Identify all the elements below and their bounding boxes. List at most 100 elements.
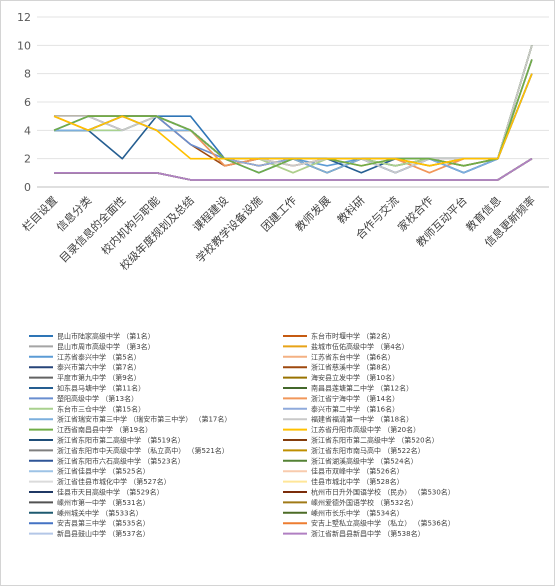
- legend-item: 福建省福清第一中学 （第18名）: [283, 415, 413, 424]
- legend-label: 浙江省慈溪中学 （第8名）: [311, 363, 395, 372]
- legend-label: 东台市三仓中学 （第15名）: [57, 404, 145, 413]
- y-tick-label: 2: [24, 153, 31, 166]
- series-line: [54, 158, 533, 181]
- legend-item: 佳县市双峰中学 （第526名）: [283, 467, 404, 476]
- legend-item: 江苏省泰兴中学 （第5名）: [29, 352, 141, 361]
- legend-label: 江苏省东台中学 （第6名）: [311, 352, 395, 361]
- series-line: [54, 158, 533, 181]
- y-tick-label: 4: [24, 124, 31, 137]
- legend-item: 浙江省佳县中学 （第525名）: [29, 467, 150, 476]
- legend-item: 平度市第九中学 （第9名）: [29, 373, 141, 382]
- legend-label: 江苏省丹阳市高级中学 （第20名）: [311, 425, 420, 434]
- legend-label: 新昌县鼓山中学 （第537名）: [57, 529, 150, 538]
- legend-item: 浙江省东阳市第二高级中学 （第520名）: [283, 436, 439, 445]
- series-lines: [53, 45, 533, 181]
- legend-label: 浙江省东阳市六石高级中学 （第523名）: [57, 456, 185, 465]
- legend: 昆山市陆家高级中学 （第1名） 东台市时堰中学 （第2名） 昆山市周市高级中学 （第…: [29, 332, 455, 538]
- series-line: [54, 158, 533, 181]
- series-line: [53, 59, 533, 167]
- legend-item: 浙江省东阳市六石高级中学 （第523名）: [29, 456, 185, 465]
- series-line: [54, 158, 533, 181]
- x-tick-label: 教师发展: [292, 193, 333, 234]
- legend-item: 嵊州市长乐中学 （第534名）: [283, 508, 404, 517]
- legend-label: 如东县马塘中学 （第11名）: [57, 384, 145, 393]
- legend-label: 海安县立发中学 （第10名）: [311, 373, 399, 382]
- legend-item: 安吉县第三中学 （第535名）: [29, 519, 150, 528]
- legend-item: 佳县市天目高级中学 （第529名）: [29, 488, 164, 497]
- gridlines: [37, 16, 549, 188]
- series-line: [54, 73, 533, 167]
- series-line: [54, 73, 533, 167]
- series-line: [54, 158, 533, 181]
- legend-label: 盐城市伍佑高级中学 （第4名）: [311, 342, 409, 351]
- legend-item: 盐城市伍佑高级中学 （第4名）: [283, 342, 409, 351]
- legend-item: 浙江省东阳市第二高级中学 （第519名）: [29, 436, 185, 445]
- legend-label: 安吉上墅私立高级中学 （私立） （第536名）: [311, 519, 455, 528]
- legend-item: 江苏省东台中学 （第6名）: [283, 352, 395, 361]
- series-line: [54, 158, 533, 181]
- legend-item: 安吉上墅私立高级中学 （私立） （第536名）: [283, 519, 455, 528]
- legend-item: 泰兴市第六中学 （第7名）: [29, 363, 141, 372]
- legend-item: 昆山市陆家高级中学 （第1名）: [29, 332, 155, 341]
- legend-label: 浙江省佳县中学 （第525名）: [57, 467, 150, 476]
- y-tick-label: 10: [17, 39, 31, 52]
- series-line: [54, 158, 533, 181]
- legend-item: 海安县立发中学 （第10名）: [283, 373, 399, 382]
- legend-item: 嵊州市第一中学 （第531名）: [29, 498, 150, 507]
- series-line: [54, 158, 533, 181]
- legend-label: 昆山市周市高级中学 （第3名）: [57, 342, 155, 351]
- y-tick-label: 8: [24, 68, 31, 81]
- series-line: [53, 59, 533, 174]
- legend-label: 浙江省瑞安市第三中学 （瑞安市第三中学） （第17名）: [57, 415, 231, 424]
- series-line: [54, 158, 533, 181]
- series-line: [54, 158, 533, 181]
- legend-item: 浙江省慈溪中学 （第8名）: [283, 363, 395, 372]
- y-tick-label: 12: [17, 11, 31, 24]
- legend-item: 浙江省佳县市城化中学 （第527名）: [29, 477, 171, 486]
- x-tick-label: 校内机构与职能: [98, 193, 162, 257]
- y-axis-ticks: 0 2 4 6 8 10 12: [17, 11, 31, 194]
- legend-item: 昆山市周市高级中学 （第3名）: [29, 342, 155, 351]
- legend-item: 浙江省东阳市中天高级中学 （私立高中） （第521名）: [29, 446, 229, 455]
- series-line: [53, 45, 533, 167]
- series-line: [54, 158, 533, 181]
- legend-label: 浙江省宁海中学 （第14名）: [311, 394, 399, 403]
- legend-item: 嵊州爱德外国语学校 （第532名）: [283, 498, 418, 507]
- legend-label: 嵊州市第一中学 （第531名）: [57, 498, 150, 507]
- legend-label: 佳县市双峰中学 （第526名）: [311, 467, 404, 476]
- series-line: [54, 158, 533, 181]
- legend-item: 佳县市城北中学 （第528名）: [283, 477, 404, 486]
- legend-label: 泰兴市第六中学 （第7名）: [57, 363, 141, 372]
- series-line: [54, 158, 533, 181]
- legend-item: 楚阳高级中学 （第13名）: [29, 394, 138, 403]
- series-line: [54, 59, 533, 167]
- legend-item: 浙江省新昌县新昌中学 （第538名）: [283, 529, 425, 538]
- legend-label: 佳县市天目高级中学 （第529名）: [57, 488, 164, 497]
- legend-label: 江西省南昌县中学 （第19名）: [57, 425, 152, 434]
- x-tick-label: 教科研: [334, 193, 367, 226]
- legend-item: 东台市时堰中学 （第2名）: [283, 332, 395, 341]
- legend-item: 浙江省东阳市南马高中 （第522名）: [283, 446, 425, 455]
- legend-label: 浙江省东阳市南马高中 （第522名）: [311, 446, 425, 455]
- series-line: [54, 158, 533, 181]
- series-line: [54, 158, 533, 181]
- legend-item: 浙江省瑞安市第三中学 （瑞安市第三中学） （第17名）: [29, 415, 231, 424]
- legend-label: 昆山市陆家高级中学 （第1名）: [57, 332, 155, 341]
- legend-label: 泰兴市第二中学 （第16名）: [311, 404, 399, 413]
- legend-item: 江西省南昌县中学 （第19名）: [29, 425, 152, 434]
- legend-item: 泰兴市第二中学 （第16名）: [283, 404, 399, 413]
- series-line: [54, 158, 533, 181]
- legend-label: 福建省福清第一中学 （第18名）: [311, 415, 413, 424]
- legend-label: 东台市时堰中学 （第2名）: [311, 332, 395, 341]
- legend-label: 浙江省东阳市第二高级中学 （第520名）: [311, 436, 439, 445]
- legend-label: 浙江省佳县市城化中学 （第527名）: [57, 477, 171, 486]
- y-tick-label: 6: [24, 96, 31, 109]
- legend-item: 浙江省宁海中学 （第14名）: [283, 394, 399, 403]
- legend-item: 嵊州城关中学 （第533名）: [29, 508, 143, 517]
- legend-label: 佳县市城北中学 （第528名）: [311, 477, 404, 486]
- legend-item: 南昌县莲塘第二中学 （第12名）: [283, 384, 413, 393]
- series-line: [54, 158, 533, 181]
- legend-label: 浙江省新昌县新昌中学 （第538名）: [311, 529, 425, 538]
